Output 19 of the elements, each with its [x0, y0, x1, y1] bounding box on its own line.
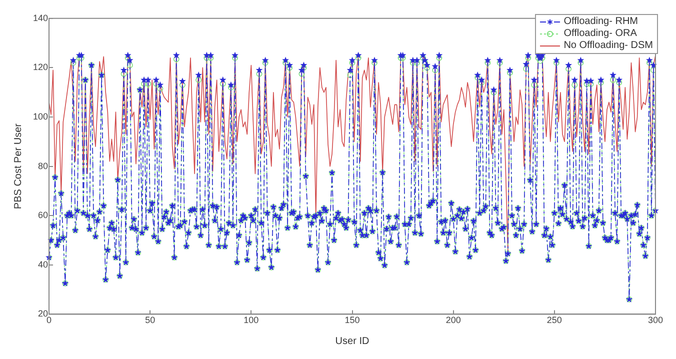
y-tick-label: 100 — [32, 111, 48, 122]
x-tick-label: 50 — [145, 315, 156, 326]
x-tick-label: 150 — [344, 315, 360, 326]
y-tick-label: 80 — [38, 160, 48, 171]
y-tick-label: 60 — [38, 210, 48, 220]
y-axis-title: PBS Cost Per User — [12, 122, 24, 210]
x-tick-label: 300 — [648, 315, 664, 326]
x-axis-title: User ID — [335, 336, 370, 347]
x-tick-label: 0 — [46, 315, 52, 326]
y-tick-label: 120 — [32, 62, 48, 72]
y-tick-label: 40 — [38, 259, 48, 270]
y-tick-label: 20 — [38, 308, 48, 319]
y-tick-label: 140 — [32, 12, 48, 23]
legend-label: Offloading- RHM — [564, 16, 638, 28]
x-tick-label: 200 — [446, 315, 461, 326]
legend-label: No Offloading- DSM — [564, 40, 653, 52]
legend-label: Offloading- ORA — [564, 28, 637, 40]
x-tick-label: 100 — [244, 315, 259, 326]
x-tick-label: 250 — [546, 315, 562, 326]
